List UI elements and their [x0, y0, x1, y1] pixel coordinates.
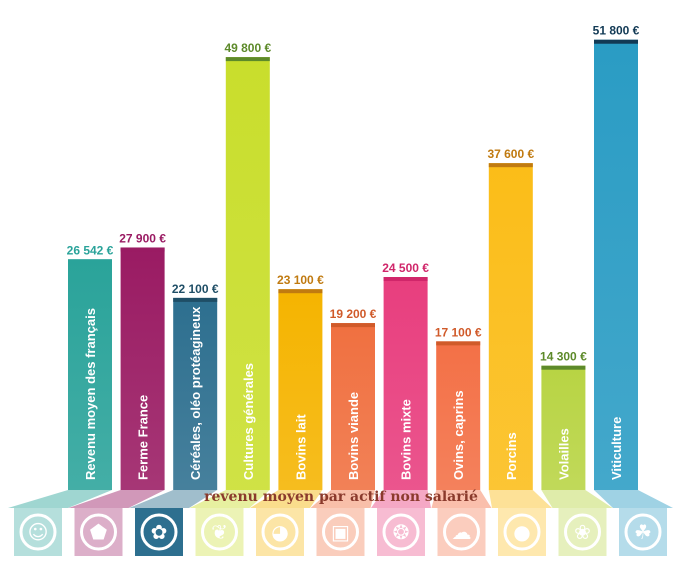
value-label-2: 22 100 € [172, 282, 219, 296]
chicken-icon: ❀ [574, 520, 591, 544]
icon-ribbons [8, 490, 673, 508]
bar-0 [68, 259, 112, 490]
icon-tile-10: ☘ [619, 508, 667, 556]
icon-ring-1 [80, 513, 117, 551]
value-label-5: 19 200 € [330, 307, 377, 321]
icon-ring-6 [382, 513, 420, 551]
bar-cap-6 [383, 277, 428, 282]
ribbon-0 [8, 490, 112, 508]
icon-tile-4: ◕ [256, 508, 304, 556]
ribbon-5 [310, 490, 375, 508]
icon-ring-0 [19, 513, 57, 551]
value-label-0: 26 542 € [67, 243, 114, 257]
france-map-icon: ⬟ [90, 520, 108, 544]
category-label-3: Cultures générales [241, 363, 256, 480]
category-label-5: Bovins viande [346, 392, 361, 480]
bar-cap-8 [488, 163, 533, 168]
bars: 26 542 € Revenu moyen des français 27 900 … [67, 24, 640, 490]
ribbon-4 [250, 490, 323, 508]
bar-cap-5 [331, 323, 375, 328]
bull-icon: ❂ [393, 520, 410, 544]
icon-ring-10 [624, 513, 662, 551]
chart-caption: revenu moyen par actif non salarié [204, 489, 478, 505]
icon-ring-5 [322, 513, 359, 551]
person-icon: ☺ [28, 520, 49, 544]
bar-6 [383, 277, 428, 490]
grape-leaf-icon: ☘ [634, 520, 652, 544]
icon-tile-1: ⬟ [74, 508, 123, 556]
bar-cap-7 [436, 341, 481, 346]
ribbon-6 [371, 490, 431, 508]
ribbon-7 [431, 490, 492, 508]
category-label-10: Viticulture [609, 417, 624, 480]
bar-2 [173, 297, 218, 490]
ribbon-9 [541, 490, 613, 508]
icon-ring-9 [564, 513, 601, 551]
icon-tiles: ☺ ⬟ ✿ ❦ ◕ ▣ ❂ ☁ ● ❀ ☘ [14, 508, 667, 556]
value-label-8: 37 600 € [487, 147, 534, 161]
bar-cap-9 [541, 365, 586, 370]
ribbon-3 [189, 490, 270, 508]
bar-cap-0 [68, 259, 112, 264]
ribbon-1 [68, 490, 165, 508]
icon-ring-7 [443, 513, 480, 551]
bar-cap-1 [120, 247, 165, 252]
value-label-1: 27 900 € [119, 231, 166, 245]
category-label-0: Revenu moyen des français [83, 308, 98, 480]
icon-tile-9: ❀ [558, 508, 607, 556]
icon-tile-8: ● [498, 508, 546, 556]
category-label-9: Volailles [556, 428, 571, 480]
icon-ring-3 [201, 513, 238, 551]
cow-icon: ◕ [271, 520, 288, 544]
bar-4 [278, 289, 323, 490]
bar-1 [120, 247, 165, 490]
value-label-7: 17 100 € [435, 325, 482, 339]
value-label-6: 24 500 € [382, 261, 429, 275]
icon-tile-5: ▣ [316, 508, 365, 556]
value-label-10: 51 800 € [593, 24, 640, 38]
icon-tile-6: ❂ [377, 508, 425, 556]
value-label-9: 14 300 € [540, 350, 587, 364]
leaf-icon: ❦ [211, 520, 228, 544]
bar-9 [541, 365, 586, 490]
bar-cap-2 [173, 297, 218, 302]
bar-cap-10 [594, 39, 638, 44]
category-label-2: Céréales, oléo protéagineux [188, 306, 203, 480]
category-label-7: Ovins, caprins [451, 390, 466, 480]
sunflower-icon: ✿ [151, 520, 168, 544]
value-label-4: 23 100 € [277, 273, 324, 287]
ribbon-10 [594, 490, 673, 508]
category-label-8: Porcins [504, 432, 519, 480]
category-label-4: Bovins lait [293, 414, 308, 480]
cattle-icon: ▣ [331, 520, 350, 544]
icon-ring-4 [261, 513, 299, 551]
category-label-6: Bovins mixte [399, 399, 414, 480]
bar-cap-3 [225, 57, 270, 62]
icon-ring-2 [140, 513, 178, 551]
bar-10 [594, 39, 638, 490]
icon-tile-3: ❦ [195, 508, 244, 556]
icon-tile-2: ✿ [135, 508, 183, 556]
bar-7 [436, 341, 481, 490]
icon-ring-8 [503, 513, 541, 551]
sheep-icon: ☁ [452, 520, 472, 544]
bar-8 [488, 163, 533, 490]
ribbon-2 [129, 490, 218, 508]
icon-tile-7: ☁ [437, 508, 486, 556]
bar-5 [331, 323, 375, 490]
value-label-3: 49 800 € [224, 41, 271, 55]
bar-cap-4 [278, 289, 323, 294]
category-label-1: Ferme France [136, 395, 151, 480]
ribbon-8 [488, 490, 552, 508]
icon-tile-0: ☺ [14, 508, 62, 556]
bar-3 [225, 57, 270, 490]
pig-icon: ● [513, 520, 530, 544]
